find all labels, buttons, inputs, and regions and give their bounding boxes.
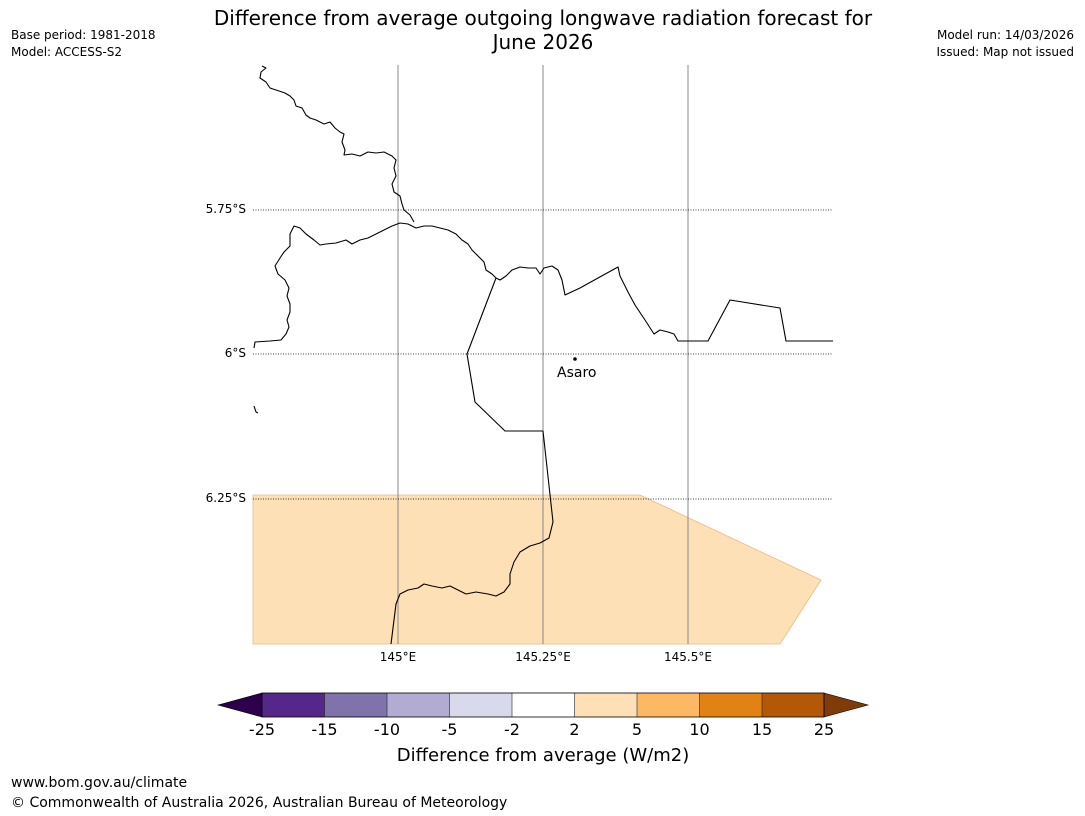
anomaly-fill-region <box>252 494 822 645</box>
colorbar-bin-2 <box>324 693 387 717</box>
model-run-text: Model run: 14/03/2026 <box>936 28 1074 42</box>
colorbar-tick: 15 <box>751 720 773 739</box>
footer-copyright: © Commonwealth of Australia 2026, Austra… <box>11 795 508 811</box>
meta-right: Model run: 14/03/2026 Issued: Map not is… <box>936 27 1074 61</box>
colorbar-bin-6 <box>574 693 637 717</box>
colorbar-tick: -10 <box>373 720 401 739</box>
colorbar-tick: -25 <box>248 720 276 739</box>
colorbar-bin-4 <box>449 693 512 717</box>
base-period-text: Base period: 1981-2018 <box>11 28 156 42</box>
issued-text: Issued: Map not issued <box>936 45 1074 59</box>
colorbar-under-arrow <box>216 692 263 718</box>
boundary-central <box>253 222 833 349</box>
map-title-line1: Difference from average outgoing longwav… <box>213 6 873 30</box>
map-title: Difference from average outgoing longwav… <box>200 6 886 54</box>
colorbar-bin-3 <box>387 693 450 717</box>
lon-label-145-5e: 145.5°E <box>664 650 712 664</box>
boundary-fragment <box>253 405 259 414</box>
colorbar-outline <box>261 692 825 718</box>
colorbar-over-arrow <box>823 692 870 718</box>
colorbar-tick: -5 <box>441 720 458 739</box>
colorbar-tick: 5 <box>631 720 643 739</box>
colorbar-tick: 10 <box>689 720 710 739</box>
asaro-label: Asaro <box>557 365 597 381</box>
asaro-marker <box>573 357 577 361</box>
colorbar-bin-9 <box>762 693 824 717</box>
colorbar-label: Difference from average (W/m2) <box>396 745 690 766</box>
lat-label-6-25s: 6.25°S <box>205 491 246 505</box>
colorbar-tick: -15 <box>311 720 338 739</box>
lat-label-6s: 6°S <box>224 346 246 360</box>
colorbar-bin-7 <box>637 693 700 717</box>
colorbar-tick: 25 <box>813 720 835 739</box>
meta-left: Base period: 1981-2018 Model: ACCESS-S2 <box>11 27 156 61</box>
boundary-south <box>390 277 554 645</box>
colorbar-bin-5 <box>512 693 575 717</box>
footer-url[interactable]: www.bom.gov.au/climate <box>11 775 188 791</box>
colorbar-tick: 2 <box>569 720 580 739</box>
lon-label-145-25e: 145.25°E <box>515 650 571 664</box>
lon-label-145e: 145°E <box>379 650 417 664</box>
lat-label-5-75s: 5.75°S <box>205 202 246 216</box>
colorbar-bin-8 <box>699 693 762 717</box>
map-title-line2: June 2026 <box>492 30 594 54</box>
colorbar-tick: -2 <box>504 720 520 739</box>
model-text: Model: ACCESS-S2 <box>11 45 123 59</box>
colorbar-bin-1 <box>262 693 325 717</box>
boundary-northwest <box>259 65 415 223</box>
